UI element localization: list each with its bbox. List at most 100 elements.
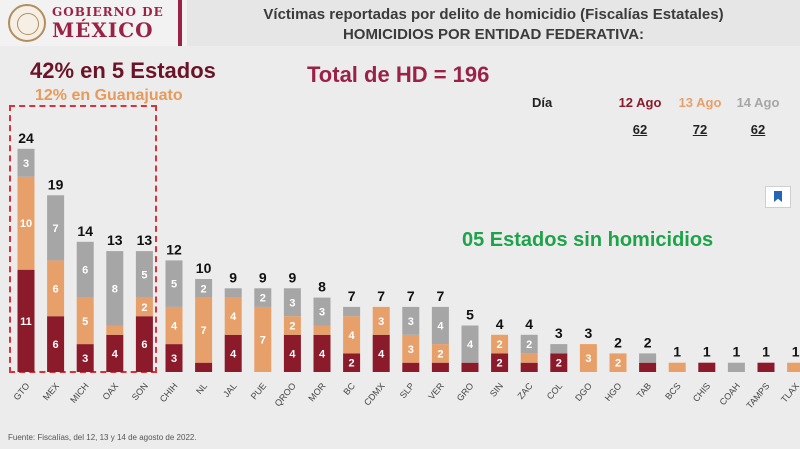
segment-label: 4 xyxy=(171,321,178,333)
bar-segment-zac-1 xyxy=(520,362,538,372)
segment-label: 3 xyxy=(23,158,29,170)
bar-segment-qroo-2 xyxy=(283,316,301,335)
bar-segment-chis-1 xyxy=(698,362,716,372)
logo-line1: GOBIERNO DE xyxy=(52,5,164,19)
segment-label: 5 xyxy=(82,316,88,328)
category-tick-label: MICH xyxy=(68,381,90,405)
bar-segment-dgo-2 xyxy=(579,344,597,372)
segment-label: 3 xyxy=(408,316,414,328)
bar-segment-qroo-1 xyxy=(283,334,301,372)
bar-segment-nl-1 xyxy=(195,362,213,372)
category-tick-label: SON xyxy=(130,381,150,402)
category-tick-label: BCS xyxy=(663,381,683,402)
segment-label: 7 xyxy=(260,334,266,346)
segment-label: 4 xyxy=(437,321,444,333)
bar-segment-jal-2 xyxy=(224,297,242,335)
bar-segment-gro-1 xyxy=(461,362,479,372)
segment-label: 2 xyxy=(349,358,355,370)
segment-label: 2 xyxy=(615,358,621,370)
category-tick-label: DGO xyxy=(573,381,594,403)
bar-total-label: 3 xyxy=(555,325,563,341)
category-tick-label: GTO xyxy=(11,381,31,402)
bar-total-label: 4 xyxy=(525,316,533,332)
category-tick-label: OAX xyxy=(100,381,120,402)
bar-segment-pue-2 xyxy=(254,306,272,372)
bar-segment-sin-2 xyxy=(491,334,509,354)
bar-segment-tab-3 xyxy=(639,353,657,363)
bar-segment-slp-1 xyxy=(402,362,420,372)
segment-label: 3 xyxy=(171,353,177,365)
bar-segment-ver-1 xyxy=(431,362,449,372)
category-tick-label: ZAC xyxy=(516,380,536,401)
segment-label: 2 xyxy=(556,358,562,370)
five-states-callout: 42% en 5 Estados xyxy=(30,58,216,83)
bar-segment-bc-1 xyxy=(343,353,361,372)
segment-label: 10 xyxy=(20,218,32,230)
bar-total-label: 5 xyxy=(466,307,474,323)
bar-segment-tab-1 xyxy=(639,362,657,372)
bar-total-label: 14 xyxy=(77,223,93,239)
bar-segment-mich-2 xyxy=(76,297,94,345)
segment-label: 11 xyxy=(20,316,32,328)
bar-segment-mor-2 xyxy=(313,325,331,335)
bar-total-label: 9 xyxy=(289,269,297,285)
legend-day-2: 13 Ago xyxy=(678,95,722,110)
bar-segment-gto-2 xyxy=(17,176,35,270)
bookmark-icon xyxy=(774,191,782,202)
bar-total-label: 4 xyxy=(496,316,504,332)
bar-total-label: 1 xyxy=(673,344,681,360)
category-tick-label: HGO xyxy=(603,381,624,403)
bar-segment-chih-2 xyxy=(165,306,183,345)
segment-label: 3 xyxy=(319,307,325,319)
bar-segment-jal-3 xyxy=(224,288,242,298)
bar-segment-qroo-3 xyxy=(283,288,301,317)
segment-label: 4 xyxy=(289,348,296,360)
segment-label: 3 xyxy=(408,344,414,356)
bar-segment-zac-3 xyxy=(520,334,538,354)
source-note: Fuente: Fiscalías, del 12, 13 y 14 de ag… xyxy=(8,433,197,442)
category-tick-label: PUE xyxy=(249,381,269,402)
bar-total-label: 8 xyxy=(318,279,326,295)
bar-segment-gro-3 xyxy=(461,325,479,363)
category-tick-label: BC xyxy=(341,380,357,396)
legend-day-1-total: 62 xyxy=(632,122,648,137)
bar-segment-col-1 xyxy=(550,353,568,372)
bar-segment-mich-1 xyxy=(76,344,94,372)
bar-segment-coah-3 xyxy=(727,362,745,372)
segment-label: 3 xyxy=(378,316,384,328)
segment-label: 6 xyxy=(82,265,88,277)
bar-segment-mex-3 xyxy=(47,195,65,261)
segment-label: 5 xyxy=(141,269,147,281)
bar-segment-oax-2 xyxy=(106,325,124,335)
legend-day-3-total: 62 xyxy=(750,122,766,137)
bar-total-label: 2 xyxy=(644,334,652,350)
bar-segment-gto-3 xyxy=(17,148,35,177)
category-tick-label: CDMX xyxy=(362,381,387,408)
bar-segment-mich-3 xyxy=(76,241,94,298)
bar-segment-mex-2 xyxy=(47,260,65,317)
segment-label: 4 xyxy=(230,311,237,323)
category-tick-label: MEX xyxy=(41,381,61,402)
logo-line2: MÉXICO xyxy=(52,18,154,42)
segment-label: 2 xyxy=(201,283,207,295)
category-tick-label: TAMPS xyxy=(744,381,771,411)
bar-total-label: 1 xyxy=(792,344,800,360)
bar-segment-ver-2 xyxy=(431,344,449,363)
bar-segment-chih-1 xyxy=(165,344,183,372)
segment-label: 2 xyxy=(526,339,532,351)
bar-total-label: 7 xyxy=(437,288,445,304)
segment-label: 2 xyxy=(141,302,147,314)
bar-segment-oax-3 xyxy=(106,251,124,326)
segment-label: 8 xyxy=(112,283,118,295)
government-seal-icon xyxy=(8,4,46,42)
legend-day-1: 12 Ago xyxy=(618,95,662,110)
bar-total-label: 1 xyxy=(703,344,711,360)
bookmark-button[interactable] xyxy=(765,186,791,208)
bar-segment-jal-1 xyxy=(224,334,242,372)
bar-segment-zac-2 xyxy=(520,353,538,363)
bar-segment-cdmx-2 xyxy=(372,306,390,335)
bar-total-label: 9 xyxy=(229,269,237,285)
bar-segment-slp-2 xyxy=(402,334,420,363)
segment-label: 3 xyxy=(585,353,591,365)
